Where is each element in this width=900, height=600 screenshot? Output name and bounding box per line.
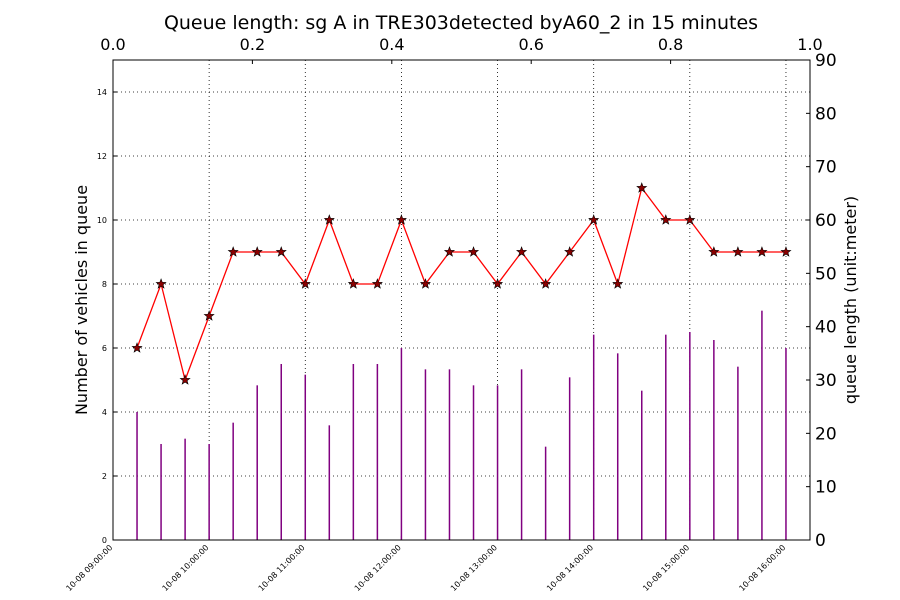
y-tick-label: 4: [102, 408, 107, 417]
bar: [544, 446, 547, 540]
bar: [689, 332, 691, 540]
bar: [785, 348, 787, 540]
marker: [612, 278, 624, 289]
bar: [304, 374, 307, 540]
marker: [275, 246, 287, 257]
marker: [443, 246, 456, 257]
bar: [568, 377, 571, 540]
marker: [323, 214, 335, 225]
marker: [636, 182, 648, 193]
y-tick-label: 14: [97, 88, 107, 97]
y-tick-label: 2: [102, 472, 107, 481]
bar: [208, 444, 210, 540]
bar: [160, 444, 162, 540]
bar: [376, 364, 379, 540]
marker: [708, 246, 720, 257]
marker: [251, 246, 263, 257]
y2-tick-label: 60: [815, 211, 837, 231]
marker: [131, 342, 143, 353]
marker: [491, 278, 504, 289]
x2-tick-label: 0.8: [658, 35, 683, 54]
marker: [419, 278, 432, 289]
marker: [179, 374, 191, 385]
bar: [280, 364, 282, 540]
marker: [203, 310, 215, 321]
y2-tick-label: 0: [815, 531, 826, 551]
y-tick-label: 10: [97, 216, 107, 225]
marker: [155, 278, 167, 289]
marker: [732, 246, 744, 257]
bar: [641, 390, 643, 540]
y-tick-label: 6: [102, 344, 107, 353]
bar: [136, 412, 138, 540]
y-tick-label: 0: [102, 536, 107, 545]
y2-tick-label: 10: [815, 478, 837, 498]
marker: [756, 246, 768, 257]
chart-title: Queue length: sg A in TRE303detected byA…: [164, 12, 758, 34]
marker: [371, 278, 383, 289]
marker: [516, 246, 528, 257]
marker: [780, 246, 792, 257]
bar: [232, 422, 234, 540]
x2-tick-label: 0.6: [518, 35, 543, 54]
bar: [737, 366, 739, 540]
marker: [347, 278, 359, 289]
line: [136, 186, 786, 383]
marker: [564, 246, 576, 257]
bar: [400, 348, 403, 540]
bar: [761, 310, 763, 540]
y2-tick-label: 70: [815, 158, 837, 178]
bar: [496, 385, 499, 540]
bar: [448, 369, 451, 540]
bar: [472, 385, 475, 540]
x2-tick-label: 0.4: [379, 35, 404, 54]
y2-tick-label: 80: [815, 104, 837, 124]
bar: [713, 340, 715, 540]
y-axis-label: Number of vehicles in queue: [72, 185, 91, 415]
x2-tick-label: 1.0: [797, 35, 822, 54]
bar: [616, 353, 619, 540]
y2-tick-label: 90: [815, 51, 837, 71]
marker: [227, 246, 239, 257]
marker: [660, 214, 672, 225]
x2-tick-label: 0.2: [240, 35, 265, 54]
bar: [184, 438, 186, 540]
plot-frame: [112, 59, 811, 541]
marker: [395, 214, 407, 225]
bar: [665, 334, 667, 540]
y2-tick-label: 50: [815, 264, 837, 284]
y2-tick-label: 40: [815, 318, 837, 338]
bar: [328, 425, 331, 540]
y-tick-label: 12: [97, 152, 107, 161]
bar: [256, 385, 258, 540]
bar: [352, 364, 355, 540]
y2-tick-label: 20: [815, 424, 837, 444]
marker: [684, 214, 696, 225]
bar: [424, 369, 427, 540]
y2-axis-label: queue length (unit:meter): [841, 196, 860, 404]
marker: [588, 214, 600, 225]
bar: [592, 334, 595, 540]
x2-tick-label: 0.0: [100, 35, 125, 54]
marker: [540, 278, 552, 289]
y-tick-label: 8: [102, 280, 107, 289]
y2-tick-label: 30: [815, 371, 837, 391]
marker: [299, 278, 311, 289]
bar: [520, 369, 523, 540]
marker: [467, 246, 480, 257]
